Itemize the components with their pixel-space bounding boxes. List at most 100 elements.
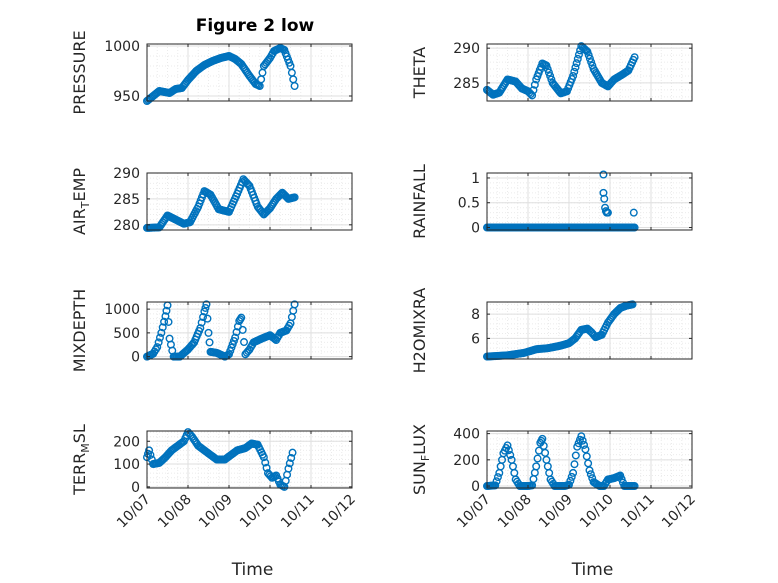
- data-point: [586, 470, 595, 479]
- data-point: [284, 464, 293, 473]
- y-tick-label: 285: [453, 76, 480, 92]
- data-point: [630, 482, 639, 491]
- data-point: [584, 51, 593, 60]
- y-label-main: RAINFALL: [410, 164, 429, 239]
- data-point: [493, 473, 502, 482]
- data-point: [533, 454, 542, 463]
- data-point: [569, 71, 578, 80]
- subplot-mixdepth: 0 500 1000 MIXDEPTH: [70, 289, 353, 372]
- tick-marks: [146, 302, 353, 359]
- data-point: [290, 193, 299, 202]
- y-tick-label: 8: [471, 307, 480, 323]
- y-axis-label: MIXDEPTH: [70, 289, 89, 372]
- tick-marks: [486, 431, 693, 488]
- data-point: [528, 91, 537, 100]
- y-tick-label: 500: [113, 326, 140, 342]
- data-point: [240, 338, 249, 347]
- y-tick-label: 1000: [104, 39, 140, 55]
- data-point: [587, 58, 596, 67]
- data-point: [162, 306, 171, 315]
- y-label-main: H2OMIXRA: [410, 288, 429, 374]
- data-point: [504, 446, 513, 455]
- data-point: [574, 50, 583, 59]
- data-series: [142, 300, 299, 361]
- y-tick-label: 200: [453, 453, 480, 469]
- y-label-main: TERR: [70, 453, 89, 496]
- subplot-theta: 285 290 THETA: [410, 41, 693, 102]
- y-axis-label: AIRTEMP: [70, 168, 92, 235]
- y-label-main: MIXDEPTH: [70, 289, 89, 372]
- data-series: [142, 44, 299, 105]
- y-label-subscript: F: [419, 455, 432, 461]
- data-series: [142, 428, 297, 491]
- data-point: [199, 313, 208, 322]
- y-label-tail: LUX: [410, 424, 429, 455]
- data-point: [628, 300, 637, 309]
- y-tick-label: 0: [131, 480, 140, 496]
- y-label-subscript: T: [79, 201, 92, 209]
- x-axis-label: Time: [571, 560, 614, 580]
- data-point: [530, 80, 539, 89]
- data-point: [153, 343, 162, 352]
- y-tick-label: 290: [113, 166, 140, 182]
- data-point: [577, 432, 586, 441]
- data-point: [154, 338, 163, 347]
- data-point: [262, 463, 271, 472]
- data-series: [483, 300, 637, 361]
- y-tick-label: 400: [453, 427, 480, 443]
- data-point: [570, 460, 579, 469]
- data-point: [197, 318, 206, 327]
- tick-marks: [146, 431, 353, 488]
- data-point: [585, 466, 594, 475]
- y-tick-label: 0: [471, 479, 480, 495]
- data-point: [600, 194, 609, 203]
- data-point: [231, 333, 240, 342]
- data-point: [492, 477, 501, 486]
- data-point: [567, 472, 576, 481]
- tick-marks: [486, 173, 693, 230]
- axes-box: [486, 43, 693, 102]
- subplot-pressure: 950 1000 PRESSURE: [70, 30, 353, 115]
- data-point: [585, 54, 594, 63]
- y-tick-label: 0: [131, 350, 140, 366]
- y-axis-label: TERRMSL: [70, 424, 92, 496]
- y-axis-label: THETA: [410, 47, 429, 99]
- y-axis-label: RAINFALL: [410, 164, 429, 239]
- data-point: [571, 451, 580, 460]
- data-point: [244, 180, 253, 189]
- data-point: [578, 436, 587, 445]
- data-point: [573, 54, 582, 63]
- data-point: [570, 67, 579, 76]
- y-tick-label: 200: [113, 434, 140, 450]
- data-point: [566, 476, 575, 485]
- data-point: [544, 68, 553, 77]
- data-point: [599, 170, 608, 179]
- data-point: [145, 446, 154, 455]
- data-point: [205, 338, 214, 347]
- axes-box: [486, 172, 693, 231]
- tick-marks: [146, 172, 353, 230]
- data-point: [238, 325, 247, 334]
- data-point: [529, 86, 538, 95]
- data-point: [583, 47, 592, 56]
- data-point: [503, 441, 512, 450]
- y-label-tail: SL: [70, 424, 89, 443]
- y-tick-label: 1000: [104, 302, 140, 318]
- data-point: [188, 339, 197, 348]
- y-tick-label: 6: [471, 331, 480, 347]
- tick-marks: [486, 302, 693, 359]
- y-label-main: SUN: [410, 461, 429, 495]
- y-axis-label: PRESSURE: [70, 30, 89, 114]
- data-point: [571, 63, 580, 72]
- y-tick-label: 100: [113, 457, 140, 473]
- axes-box: [146, 43, 353, 102]
- axes-box: [146, 430, 353, 489]
- subplot-rainfall: 0 0.5 1 RAINFALL: [410, 164, 693, 239]
- data-point: [160, 317, 169, 326]
- data-point: [201, 303, 210, 312]
- data-point: [202, 300, 211, 309]
- y-tick-label: 950: [113, 89, 140, 105]
- data-point: [204, 328, 213, 337]
- data-point: [237, 313, 246, 322]
